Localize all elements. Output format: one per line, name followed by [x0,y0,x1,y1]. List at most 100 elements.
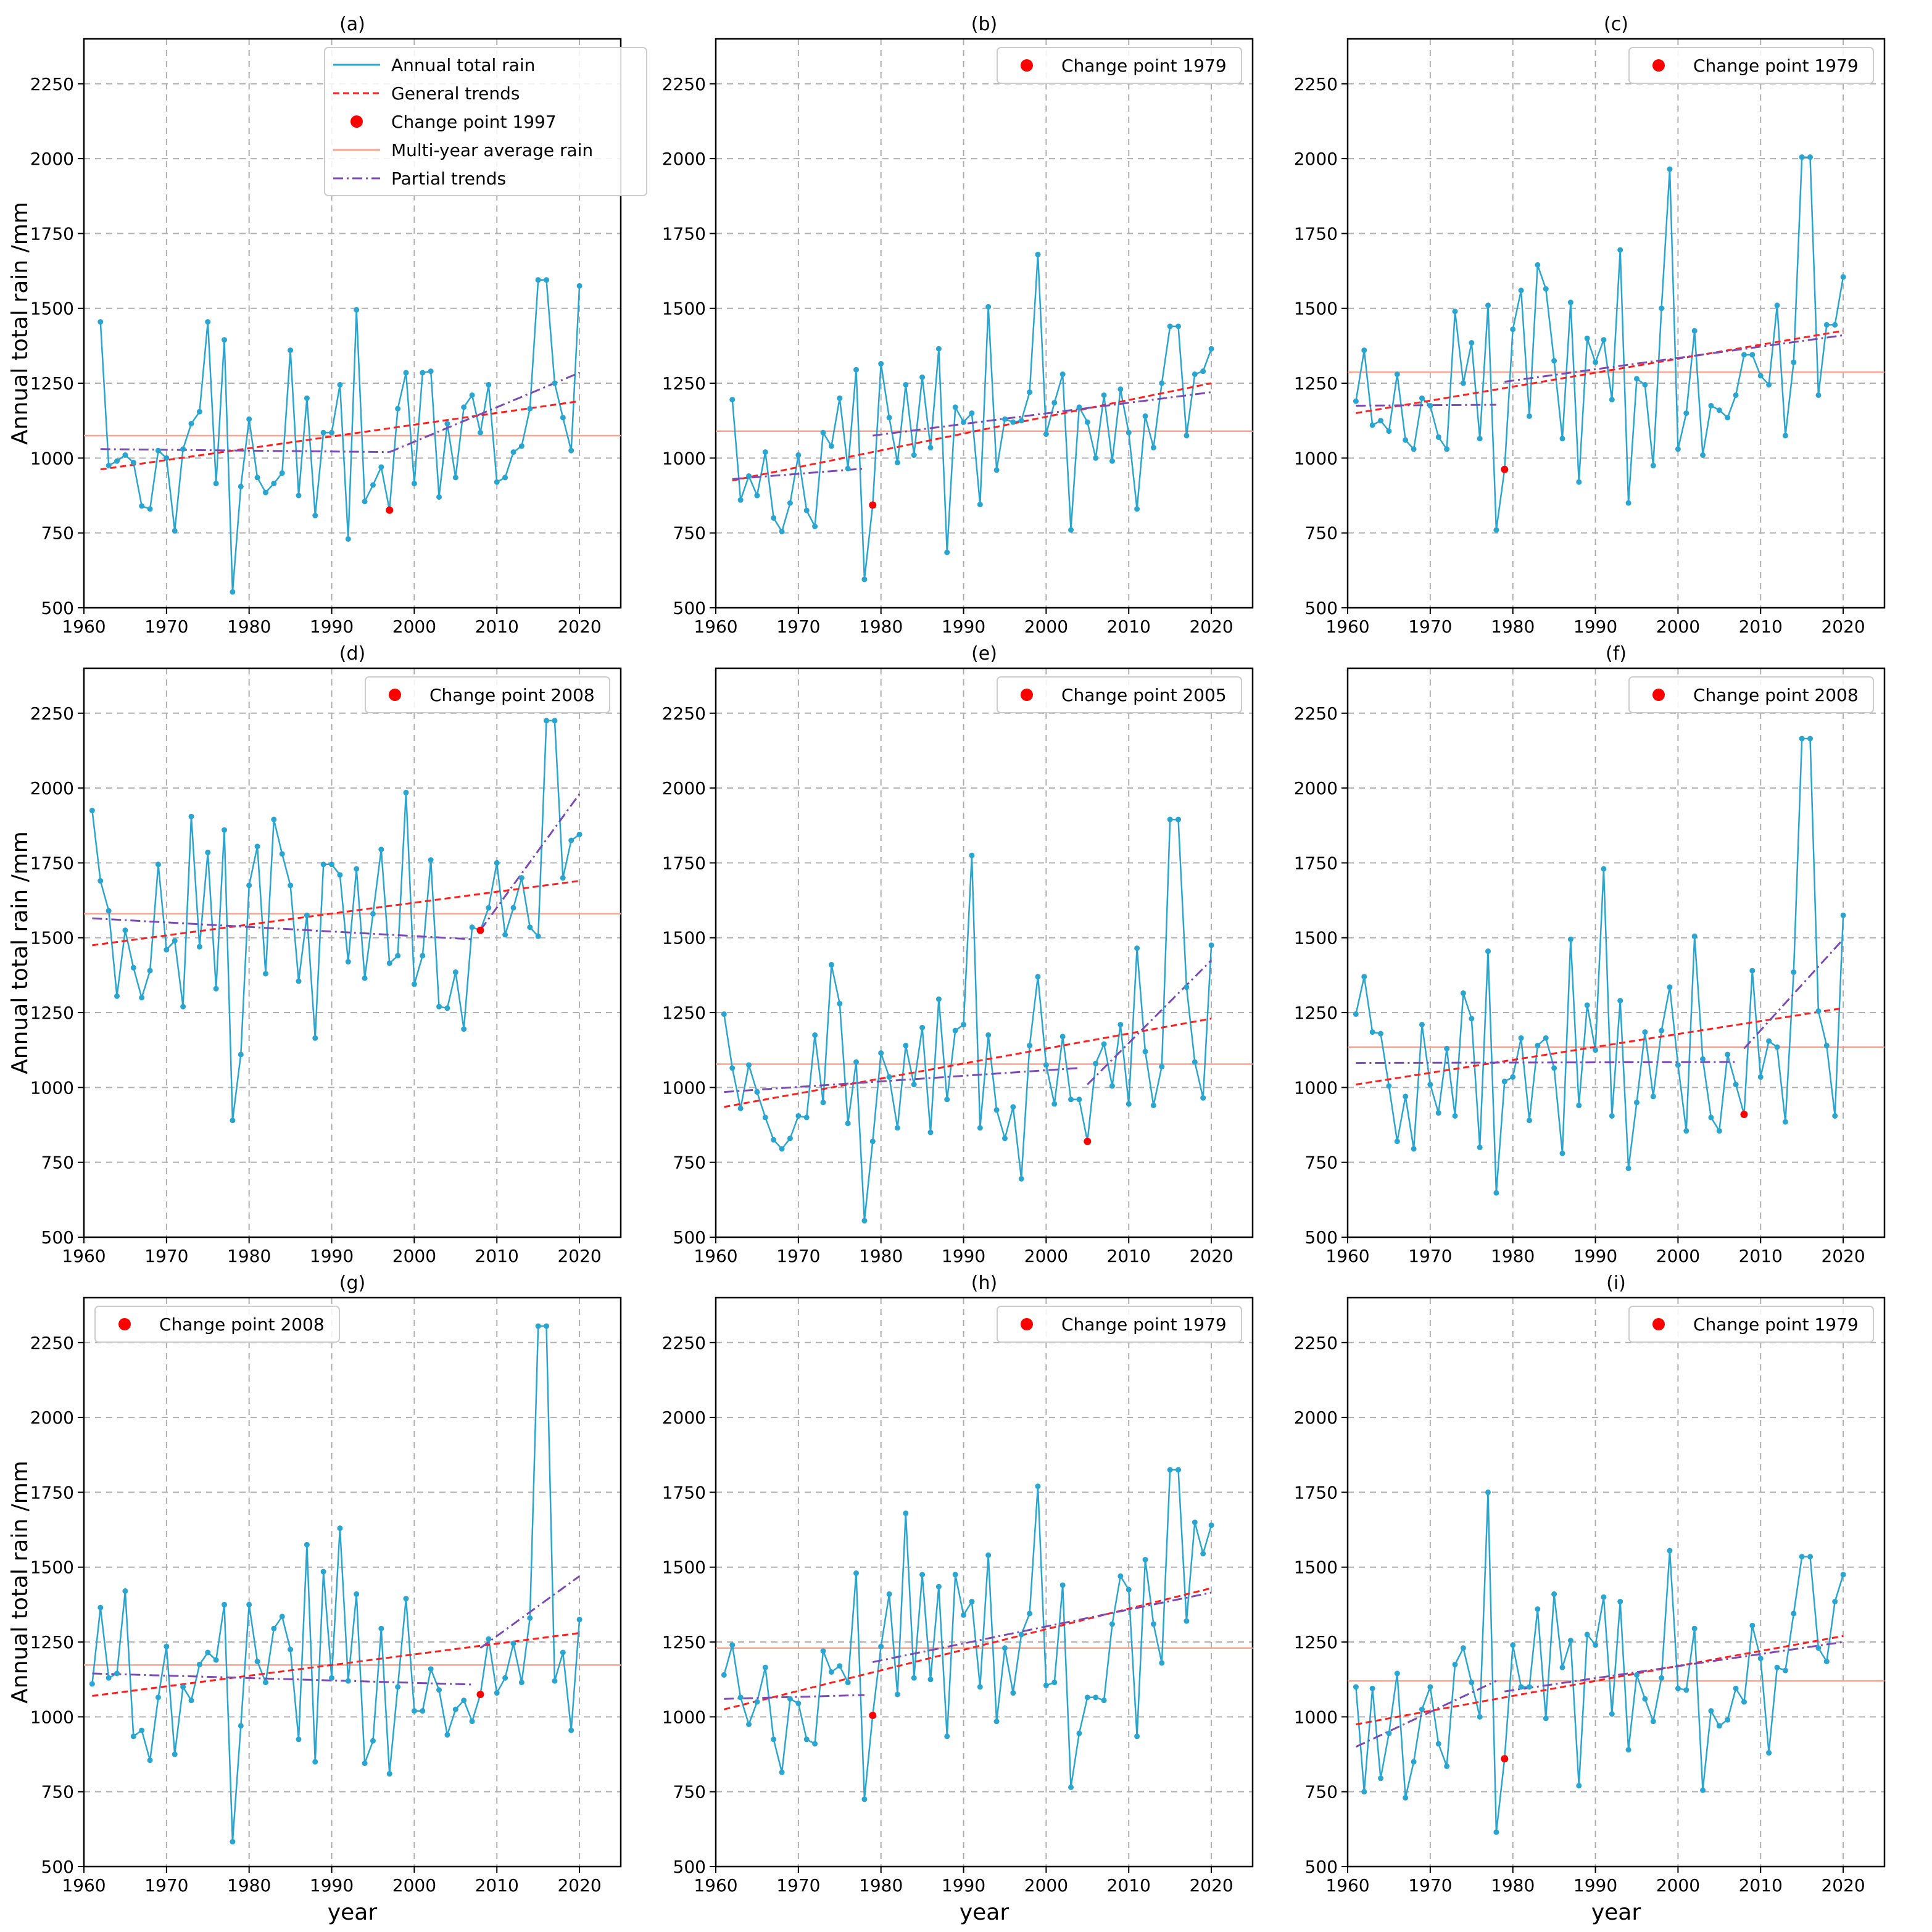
rain-data-point [1650,1718,1656,1725]
rain-data-point [1035,251,1041,257]
x-tick-label: 1980 [1491,1246,1535,1266]
rain-data-point [452,1706,458,1712]
y-tick-label: 500 [673,1227,706,1248]
rain-data-point [486,381,492,388]
panel-e: (e) 1960 1970 1980 1990 2000 2010 2020 500 750 100… [662,643,1254,1266]
legend-box [997,676,1242,713]
x-tick-label: 1980 [227,1875,271,1896]
rain-data-point [1117,1573,1124,1579]
x-tick-label: 1970 [776,1875,820,1896]
rain-data-point [1567,936,1573,942]
rain-data-point [894,460,900,466]
rain-data-point [746,473,752,479]
rain-data-point [927,444,934,450]
partial-trend-line [92,1672,473,1686]
rain-data-point [1625,1165,1631,1171]
rain-data-point [114,1670,120,1677]
rain-data-point [130,964,136,971]
x-tick-label: 2010 [1107,1246,1151,1266]
rain-data-point [1667,166,1673,172]
rain-data-point [721,1011,727,1017]
rain-data-point [886,415,892,421]
x-tick-label: 1990 [942,616,985,637]
rain-data-point [1815,1008,1822,1014]
rain-data-point [164,1643,170,1649]
rain-data-point [1126,429,1132,436]
rain-data-point [544,277,550,283]
rain-data-point [1469,340,1475,346]
rain-data-point [1369,1029,1375,1035]
rain-data-point [1642,1696,1648,1702]
rain-data-point [510,449,516,455]
rain-data-point [362,499,368,505]
rain-data-point [754,1089,760,1095]
rain-data-point [1167,816,1173,823]
rain-series-line [723,1469,1213,1799]
x-tick-label: 1970 [144,616,188,637]
rain-data-point [494,479,500,485]
rain-data-point [1027,1611,1033,1617]
x-tick-label: 1960 [694,1246,737,1266]
rain-data-point [812,523,818,529]
legend-partial-trends-label: Partial trends [391,168,506,189]
general-trend-line [92,880,580,947]
rain-data-point [411,481,417,487]
rain-data-point [386,1771,392,1777]
panel-title: (b) [971,14,997,35]
rain-data-point [1733,1685,1739,1691]
partial-trend-line [1504,1641,1844,1693]
rain-data-point [1617,1599,1623,1605]
rain-data-point [403,370,409,376]
rain-data-point [1642,1029,1648,1035]
rain-data-point [188,421,194,427]
rain-data-point [927,1129,934,1135]
rain-data-point [1691,933,1698,939]
change-point-marker [869,1711,877,1719]
plot-frame [83,1296,622,1868]
rain-series-line [91,719,580,1121]
rain-data-point [1477,436,1483,442]
rain-data-point [762,449,768,455]
rain-data-point [961,1612,967,1618]
rain-data-point [1084,1694,1090,1701]
rain-data-point [1084,419,1090,425]
rain-data-point [746,1062,752,1068]
y-tick-label: 1750 [662,223,706,244]
rain-data-point [288,1646,294,1652]
rain-data-point [1700,1056,1706,1062]
rain-data-point [1035,974,1041,980]
rain-data-point [246,1601,252,1607]
rain-data-point [1766,381,1772,388]
rain-data-point [1633,1672,1640,1678]
legend-change-point-swatch [1652,689,1665,701]
rain-data-point [1192,371,1198,377]
rain-data-point [1150,1621,1156,1627]
y-tick-label: 1250 [30,373,74,394]
rain-data-point [560,1649,566,1656]
rain-data-point [1832,321,1838,328]
x-tick-label: 1980 [859,616,903,637]
rain-data-point [1725,1717,1731,1723]
rain-data-point [428,857,434,863]
y-axis-label: Annual total rain /mm [7,202,33,445]
rain-data-point [944,549,950,555]
y-tick-label: 500 [41,1227,74,1248]
x-tick-label: 2000 [1656,1246,1700,1266]
rain-data-point [213,1657,219,1663]
rain-data-point [139,1727,145,1733]
rain-data-point [329,1675,335,1681]
rain-data-point [1469,1680,1475,1686]
rain-data-point [1749,352,1756,358]
rain-data-point [420,1708,426,1714]
change-point-marker [1501,1755,1509,1763]
x-tick-label: 1990 [1573,616,1617,637]
plot-frame [1346,38,1886,609]
y-tick-label: 2250 [1294,74,1338,94]
rain-data-point [820,1100,826,1106]
rain-data-point [1460,380,1466,386]
x-tick-label: 1970 [1408,1246,1452,1266]
rain-data-point [985,304,992,310]
rain-data-point [304,1541,310,1548]
rain-data-point [1175,323,1182,330]
rain-data-point [147,506,153,512]
